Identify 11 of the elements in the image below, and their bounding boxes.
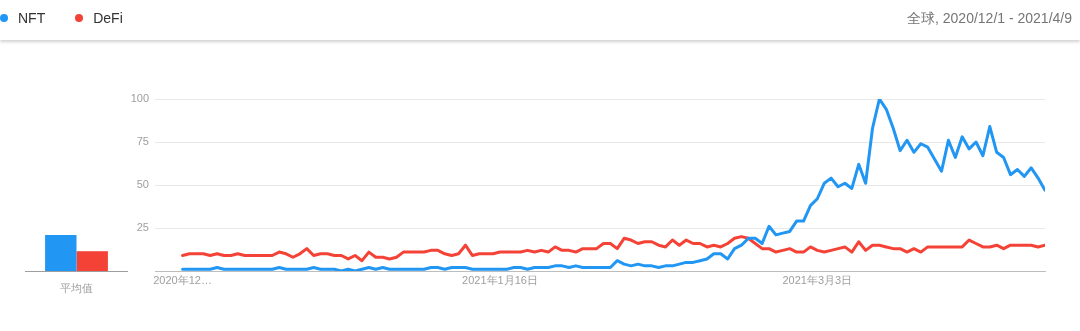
y-tick-label: 25 (136, 221, 149, 234)
y-tick-label: 75 (136, 135, 149, 148)
chart-subtitle: 全球, 2020/12/1 - 2021/4/9 (907, 10, 1072, 28)
x-tick-label: 平均值 (60, 281, 93, 294)
legend-label: NFT (18, 10, 46, 26)
x-tick-label: 2021年3月3日 (782, 273, 853, 286)
x-tick-label: 2020年12… (153, 273, 212, 286)
y-tick-label: 100 (130, 92, 149, 105)
legend-label: DeFi (93, 10, 123, 26)
y-tick-label: 50 (136, 178, 149, 191)
x-tick-label: 2021年1月16日 (462, 273, 538, 286)
